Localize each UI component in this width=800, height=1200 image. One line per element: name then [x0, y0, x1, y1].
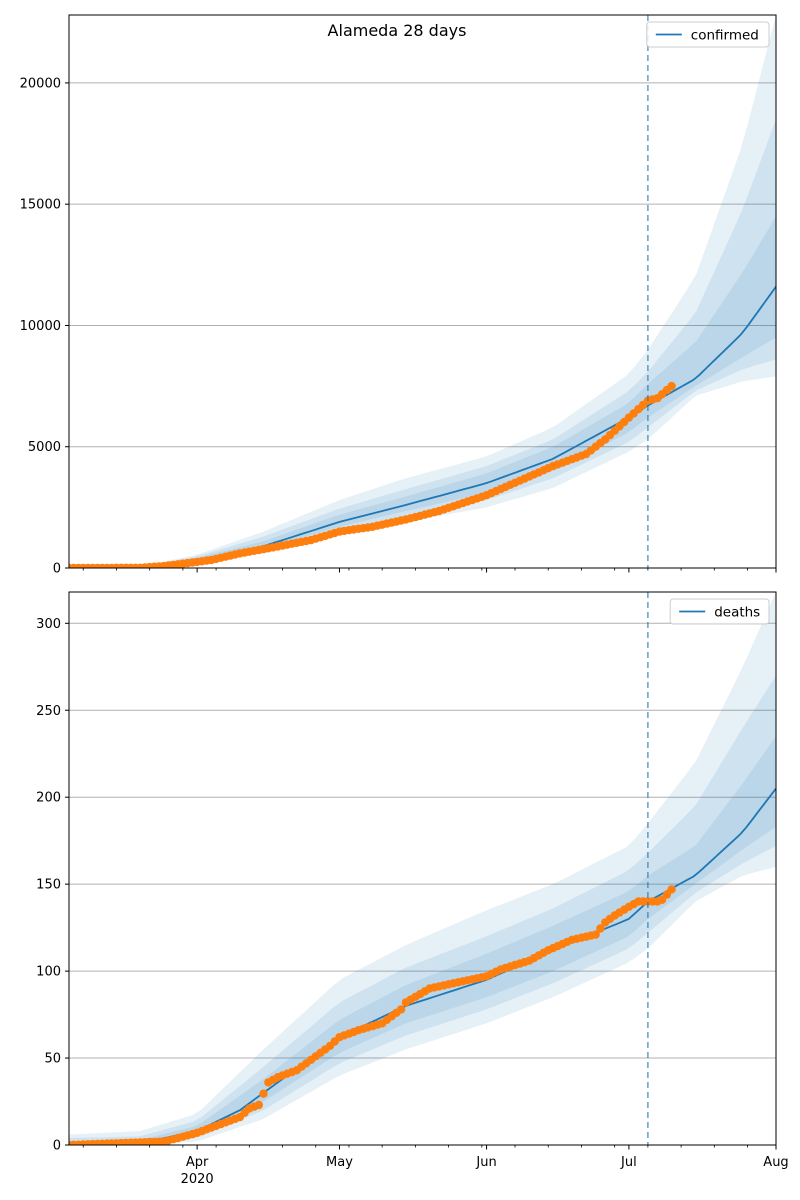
uncertainty-band	[69, 592, 776, 1145]
observed-point	[596, 924, 605, 933]
y-tick-label: 15000	[20, 198, 61, 213]
y-tick-label: 100	[36, 965, 61, 980]
x-tick-label: Jun	[475, 1155, 496, 1170]
y-tick-label: 150	[36, 878, 61, 893]
observed-point	[396, 1005, 406, 1014]
deaths-panel: 0 50 100 150 200 250 300 Apr 2020 May Jun Jul Aug dea…	[36, 591, 789, 1187]
y-tick-label: 50	[44, 1052, 61, 1067]
x-tick-sublabel: 2020	[181, 1172, 214, 1187]
y-tick-label: 200	[36, 791, 61, 806]
legend: deaths	[669, 598, 770, 625]
x-tick-label: Jul	[620, 1155, 637, 1170]
y-tick-label: 300	[36, 617, 61, 632]
axes-frame	[68, 591, 777, 1146]
plot-area	[69, 592, 776, 1145]
observed-point	[667, 381, 676, 391]
confirmed-panel: Alameda 28 days 0 5000 10000 15000 20000 conf…	[20, 14, 777, 577]
x-tick-label: Aug	[763, 1155, 788, 1170]
axes-frame	[68, 14, 777, 569]
y-tick-label: 0	[53, 1139, 61, 1154]
observed-point	[591, 930, 600, 939]
observed-point	[667, 885, 676, 894]
x-tick-label: Apr	[186, 1155, 209, 1170]
uncertainty-band	[69, 15, 776, 568]
legend-label: confirmed	[691, 28, 759, 44]
uncertainty-band	[69, 119, 776, 568]
uncertainty-band	[69, 216, 776, 568]
y-tick-label: 0	[53, 562, 61, 577]
legend: confirmed	[646, 21, 770, 48]
figure-title: Alameda 28 days	[328, 21, 467, 40]
y-tick-label: 250	[36, 704, 61, 719]
legend-box	[669, 598, 770, 625]
observed-point	[254, 1100, 263, 1110]
y-tick-label: 20000	[20, 76, 61, 91]
plot-area	[69, 15, 776, 568]
x-tick-label: May	[326, 1155, 353, 1170]
legend-label: deaths	[714, 605, 760, 621]
uncertainty-band	[69, 675, 776, 1145]
observed-point	[259, 1089, 268, 1098]
y-tick-label: 10000	[20, 319, 61, 334]
legend-box	[646, 21, 770, 48]
y-tick-label: 5000	[28, 440, 61, 455]
